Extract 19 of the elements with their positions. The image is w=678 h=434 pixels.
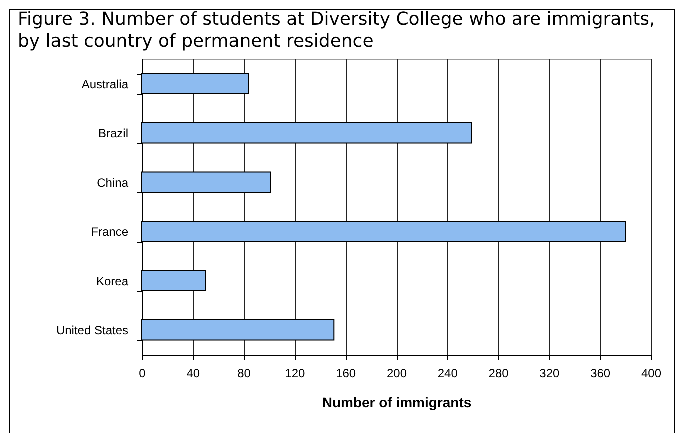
x-tick-label: 400 — [641, 366, 662, 380]
x-tick-label: 120 — [285, 366, 306, 380]
x-tick-label: 40 — [186, 366, 200, 380]
y-tick-label: Brazil — [98, 126, 128, 141]
x-tick-label: 320 — [540, 366, 560, 380]
y-tick-label: Korea — [96, 274, 129, 288]
x-tick-label: 200 — [386, 366, 408, 380]
x-tick-label: 280 — [488, 366, 510, 380]
y-tick-label: United States — [56, 324, 128, 338]
x-tick-label: 360 — [590, 366, 611, 380]
y-tick-label: China — [97, 176, 129, 190]
x-tick-label: 80 — [238, 366, 252, 380]
chart-title: Figure 3. Number of students at Diversity College who are immigrants, by last country of permanent residence — [18, 9, 656, 52]
y-tick-label: France — [91, 225, 129, 240]
x-tick-label: 0 — [139, 366, 146, 380]
y-tick-label: Australia — [82, 77, 129, 92]
x-tick-label: 160 — [336, 366, 356, 380]
x-tick-label: 240 — [438, 366, 458, 380]
x-axis-title: Number of immigrants — [322, 394, 472, 410]
